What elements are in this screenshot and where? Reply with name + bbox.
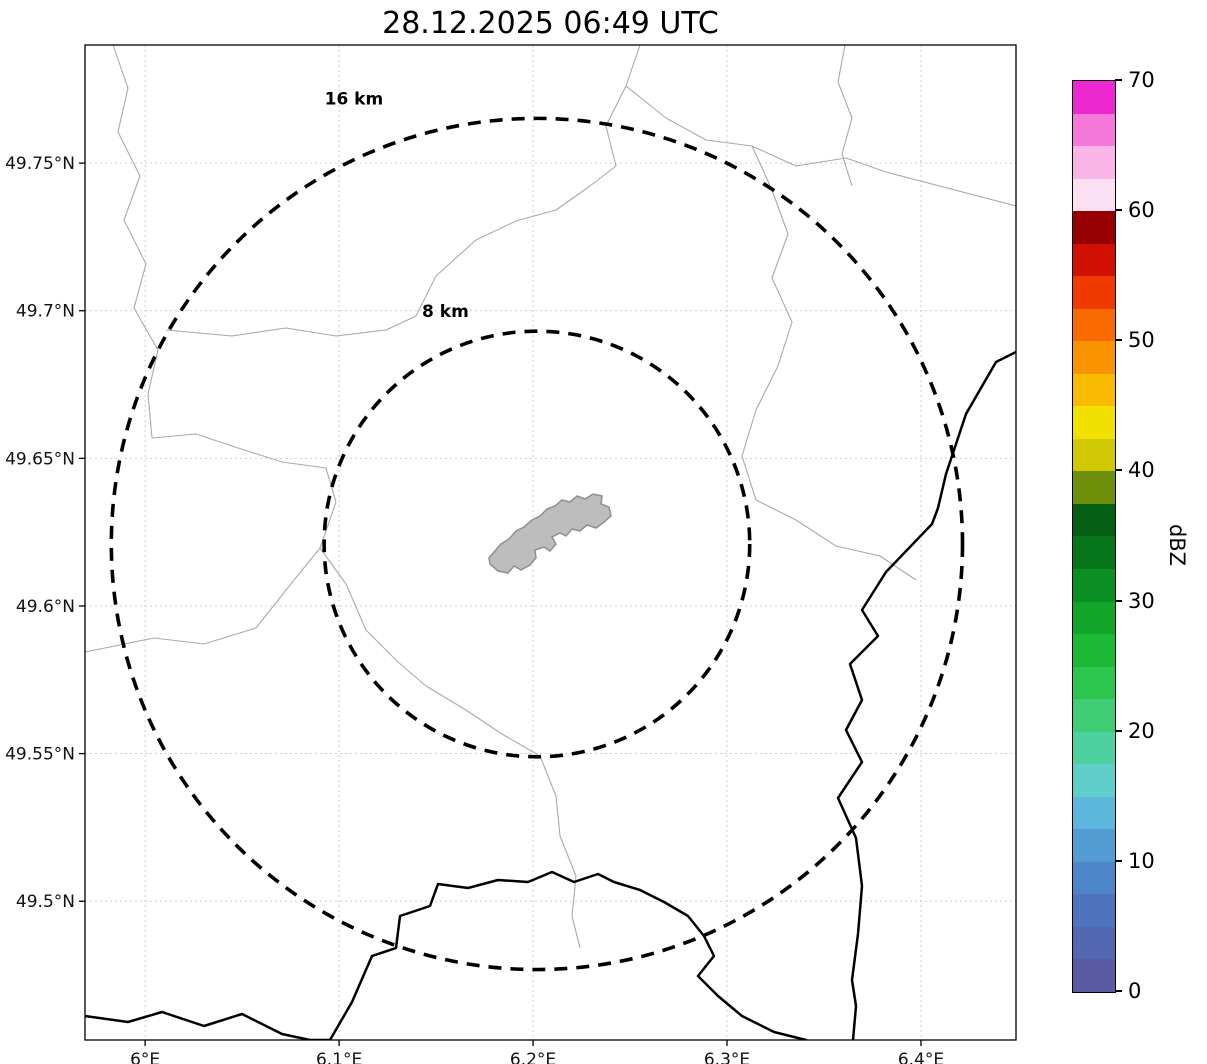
colorbar-segment bbox=[1073, 926, 1115, 960]
range-ring-8km bbox=[322, 329, 752, 759]
colorbar-segment bbox=[1073, 503, 1115, 537]
country-border-lines bbox=[85, 350, 1016, 1040]
colorbar-tick bbox=[1115, 79, 1122, 81]
range-ring-label: 8 km bbox=[422, 302, 469, 322]
colorbar-segment bbox=[1073, 113, 1115, 147]
colorbar-segment bbox=[1073, 373, 1115, 407]
colorbar-segment bbox=[1073, 146, 1115, 179]
colorbar-tick bbox=[1115, 859, 1122, 862]
colorbar-tick bbox=[1115, 469, 1122, 472]
south-border-line bbox=[85, 870, 808, 1040]
colorbar-segment bbox=[1073, 406, 1115, 439]
colorbar-segment bbox=[1073, 601, 1115, 635]
colorbar-segment bbox=[1073, 308, 1115, 342]
colorbar-segment bbox=[1073, 568, 1115, 602]
colorbar-tick bbox=[1115, 339, 1122, 342]
range-ring-16km bbox=[109, 116, 965, 972]
colorbar-segment bbox=[1073, 666, 1115, 700]
axes-ticks-and-labels: 6°E 6.1°E 6.2°E 6.3°E 6.4°E 49.5°N 49.55°N 49.6… bbox=[5, 154, 944, 1064]
colorbar-tick-label: 30 bbox=[1128, 588, 1155, 613]
colorbar-segment bbox=[1073, 178, 1115, 212]
colorbar-segment bbox=[1073, 764, 1115, 797]
colorbar-segment bbox=[1073, 471, 1115, 504]
colorbar-segment bbox=[1073, 276, 1115, 309]
y-tick-label: 49.75°N bbox=[5, 154, 75, 174]
colorbar-tick-label: 40 bbox=[1128, 458, 1155, 483]
colorbar-segment bbox=[1073, 731, 1115, 765]
colorbar-tick bbox=[1115, 209, 1122, 212]
colorbar-tick-label: 70 bbox=[1128, 68, 1155, 92]
y-tick-label: 49.6°N bbox=[16, 597, 75, 617]
colorbar-tick-label: 0 bbox=[1128, 979, 1142, 1003]
colorbar-segment bbox=[1073, 438, 1115, 472]
city-outline-polygon bbox=[488, 493, 612, 574]
colorbar-tick bbox=[1115, 990, 1122, 992]
x-tick-label: 6.2°E bbox=[510, 1050, 556, 1064]
colorbar-tick-label: 20 bbox=[1128, 718, 1155, 743]
colorbar-tick-label: 50 bbox=[1128, 328, 1155, 353]
colorbar-tick-label: 60 bbox=[1128, 198, 1155, 223]
x-tick-label: 6.3°E bbox=[704, 1050, 750, 1064]
colorbar-segment bbox=[1073, 699, 1115, 732]
x-tick-label: 6.1°E bbox=[316, 1050, 362, 1064]
y-tick-label: 49.55°N bbox=[5, 745, 75, 765]
colorbar-segment bbox=[1073, 861, 1115, 895]
plot-title: 28.12.2025 06:49 UTC bbox=[382, 6, 719, 41]
y-tick-label: 49.7°N bbox=[16, 302, 75, 322]
plot-frame bbox=[84, 44, 1017, 1041]
colorbar-segment bbox=[1073, 81, 1115, 114]
colorbar-unit-label: dBZ bbox=[1165, 523, 1189, 567]
y-tick-label: 49.5°N bbox=[16, 892, 75, 912]
range-ring-label: 16 km bbox=[325, 89, 384, 109]
y-tick-label: 49.65°N bbox=[5, 449, 75, 469]
colorbar-segment bbox=[1073, 894, 1115, 927]
colorbar-tick bbox=[1115, 599, 1122, 602]
colorbar-gradient bbox=[1072, 80, 1116, 993]
colorbar-segment bbox=[1073, 829, 1115, 862]
colorbar-segment bbox=[1073, 211, 1115, 244]
colorbar-segment bbox=[1073, 959, 1115, 992]
colorbar-segment bbox=[1073, 243, 1115, 277]
colorbar-tick-label: 10 bbox=[1128, 848, 1155, 873]
river-border-line bbox=[836, 350, 1016, 1040]
colorbar-segment bbox=[1073, 796, 1115, 830]
colorbar-tick bbox=[1115, 729, 1122, 732]
colorbar-segment bbox=[1073, 536, 1115, 569]
colorbar-segment bbox=[1073, 341, 1115, 374]
colorbar-segment bbox=[1073, 634, 1115, 667]
x-tick-label: 6°E bbox=[130, 1050, 160, 1064]
admin-boundary-lines bbox=[85, 45, 1016, 949]
x-tick-label: 6.4°E bbox=[898, 1050, 944, 1064]
range-rings: 8 km 16 km bbox=[109, 89, 965, 972]
